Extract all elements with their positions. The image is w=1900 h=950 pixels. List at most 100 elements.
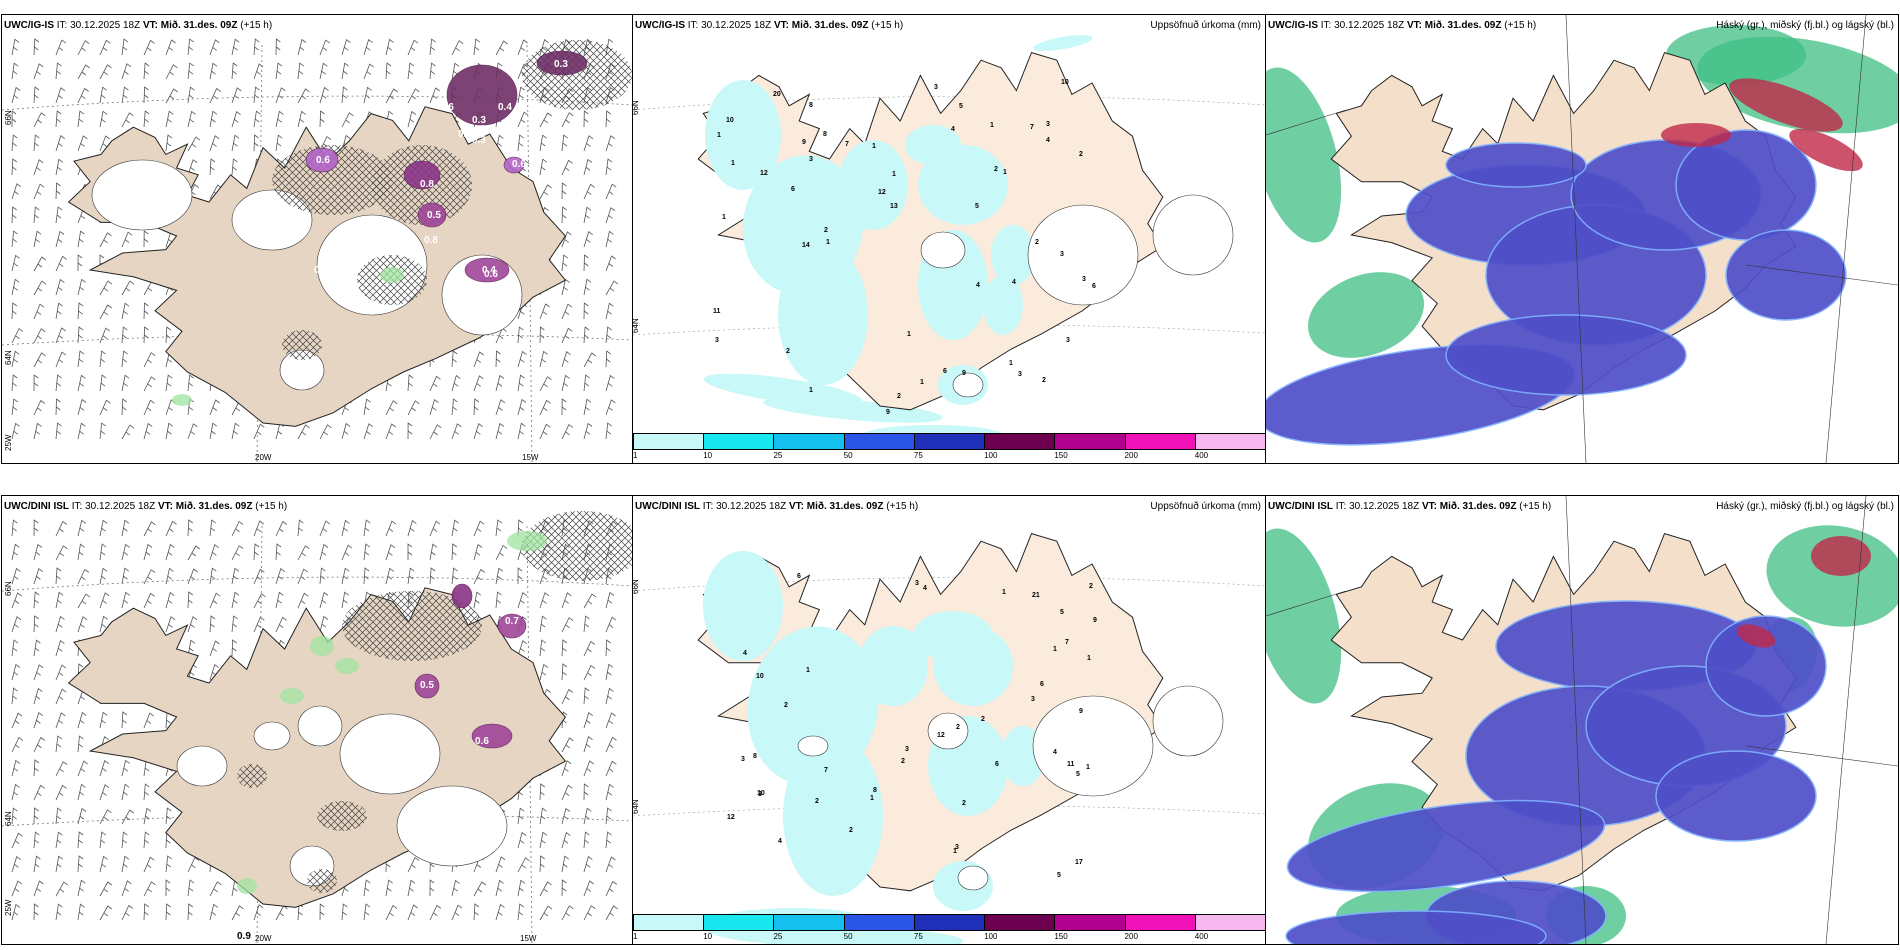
wind-barb [495,567,504,585]
wind-barb [561,112,574,128]
lon-label-20w: 20W [255,934,272,943]
precip-area [705,80,781,190]
wind-barb [165,543,175,561]
wind-barb [11,86,21,104]
wind-barb [583,158,593,176]
wind-barb [209,39,220,56]
wind-barb [187,86,195,104]
precip-value-label: 1 [1086,764,1090,771]
precip-value-label: 1 [731,160,735,167]
wind-barb [11,374,18,392]
wind-barb [165,855,172,873]
wind-barb [55,831,63,849]
wind-barb [187,423,198,440]
wind-map-panel-top: UWC/IG-IS IT: 30.12.2025 18Z VT: Mið. 31… [1,14,633,464]
wind-barb [121,591,130,609]
precip-value-label: 9 [1079,708,1083,715]
wind-barb [517,592,528,609]
wind-barb [341,544,353,561]
wind-barb [539,350,548,368]
wind-barb [517,134,524,152]
wind-barb [55,39,67,56]
precip-value-label: 9 [962,370,966,377]
precip-value-label: 1 [870,795,874,802]
cloud-map-panel-top: UWC/IG-IS IT: 30.12.2025 18Z VT: Mið. 31… [1265,14,1899,464]
wind-barb [33,568,44,585]
wind-barb [165,879,171,896]
precip-value-label: 8 [873,787,877,794]
wind-barb [561,327,573,344]
wind-barb [539,592,550,609]
high-cloud-area [1736,624,1776,648]
wind-barb [605,736,617,753]
no-precip-area [927,712,969,750]
precip-value-label: 2 [815,798,819,805]
model-name: UWC/IG-IS [4,20,54,31]
wind-barb [407,422,413,440]
precip-value-label: 2 [981,716,985,723]
wind-barb [33,159,44,176]
wind-barb [407,62,415,80]
wind-barb [55,520,68,537]
wind-barb [275,568,286,585]
wind-barb [11,158,18,176]
wind-barb [275,38,281,56]
wind-barb [451,374,461,392]
precip-value-label: 4 [976,282,980,289]
clear-area [339,713,441,795]
wind-barb [77,855,84,873]
wind-barb [77,110,85,128]
wind-barb [11,759,21,777]
lat-label-25w: 25W [4,899,13,916]
wind-barb [583,783,589,801]
wind-barb [33,543,43,561]
wind-barb [143,712,154,729]
wind-barb [473,423,483,440]
wind-barb [583,231,593,248]
wind-barb [77,879,86,897]
wind-barb [231,567,240,585]
wind-barb [33,86,40,104]
wind-barb [605,302,614,320]
wind-barb [99,855,108,873]
legend-swatch [703,433,775,450]
wind-barb [319,567,326,585]
wind-barb [11,350,20,368]
precip-value-label: 1 [1009,360,1013,367]
wind-barb [187,136,201,152]
wind-barb [55,712,66,729]
precip-value-label: 2 [994,166,998,173]
wind-barb [55,784,67,801]
wind-barb [33,807,39,825]
wind-barb [55,639,65,657]
wind-barb [165,64,178,80]
wind-barb [143,62,150,80]
wind-barb [385,423,396,440]
wind-barb [253,904,264,921]
wind-barb [605,230,614,248]
precip-value-label: 6 [995,761,999,768]
legend-tick-label: 200 [1124,451,1138,460]
issue-time: IT: 30.12.2025 18Z [1335,501,1420,512]
wind-barb [605,374,615,392]
wind-value-label: 0.6 [440,102,454,113]
wind-barb [143,230,149,248]
lat-label-66: 66N [4,110,13,125]
wind-barb [209,519,216,537]
wind-value-label: 0.6 [316,155,330,166]
wind-barb [451,40,464,56]
lead-time: (+15 h) [1519,501,1552,512]
wind-barb [363,423,374,440]
wind-barb [583,110,589,128]
wind-barb [121,904,134,921]
wind-barb [55,735,63,753]
precip-value-label: 3 [1082,276,1086,283]
wind-barb [473,398,480,416]
wind-barb [341,39,351,56]
issue-time: IT: 30.12.2025 18Z [1320,20,1405,31]
wind-barb [451,62,460,80]
lead-time: (+15 h) [886,501,919,512]
precip-area [933,626,1013,706]
wind-map-panel-bottom: UWC/DINI ISL IT: 30.12.2025 18Z VT: Mið.… [1,495,633,945]
